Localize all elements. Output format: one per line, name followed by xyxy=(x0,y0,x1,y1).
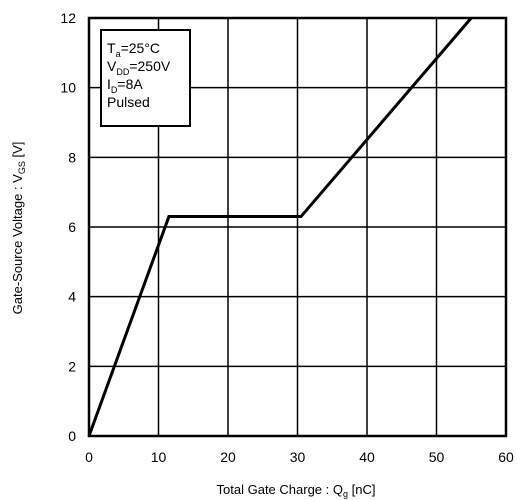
vgs-curve xyxy=(87,17,473,437)
legend-conditions: Ta=25°C VDD=250V ID=8A Pulsed xyxy=(107,40,171,110)
x-tick-label: 20 xyxy=(220,449,236,465)
x-axis-label: Total Gate Charge : Qg [nC] xyxy=(217,482,376,499)
y-tick-label: 0 xyxy=(68,428,76,444)
legend-box xyxy=(100,29,191,127)
x-tick-label: 0 xyxy=(85,449,93,465)
x-tick-label: 50 xyxy=(429,449,445,465)
x-tick-label: 10 xyxy=(151,449,167,465)
y-axis-label: Gate-Source Voltage : VGS [V] xyxy=(10,142,27,315)
y-tick-label: 8 xyxy=(68,149,76,165)
y-tick-label: 4 xyxy=(68,289,76,305)
legend: Ta=25°C VDD=250V ID=8A Pulsed xyxy=(100,29,191,127)
y-tick-label: 6 xyxy=(68,219,76,235)
y-tick-label: 12 xyxy=(60,10,76,26)
grid-lines xyxy=(89,18,506,436)
y-tick-labels: 0 2 4 6 8 10 12 xyxy=(60,10,76,444)
x-tick-label: 60 xyxy=(498,449,514,465)
plot-frame xyxy=(87,16,508,438)
x-tick-label: 30 xyxy=(290,449,306,465)
x-tick-label: 40 xyxy=(359,449,375,465)
y-tick-label: 10 xyxy=(60,80,76,96)
x-tick-labels: 0 10 20 30 40 50 60 xyxy=(85,449,514,465)
y-tick-label: 2 xyxy=(68,358,76,374)
